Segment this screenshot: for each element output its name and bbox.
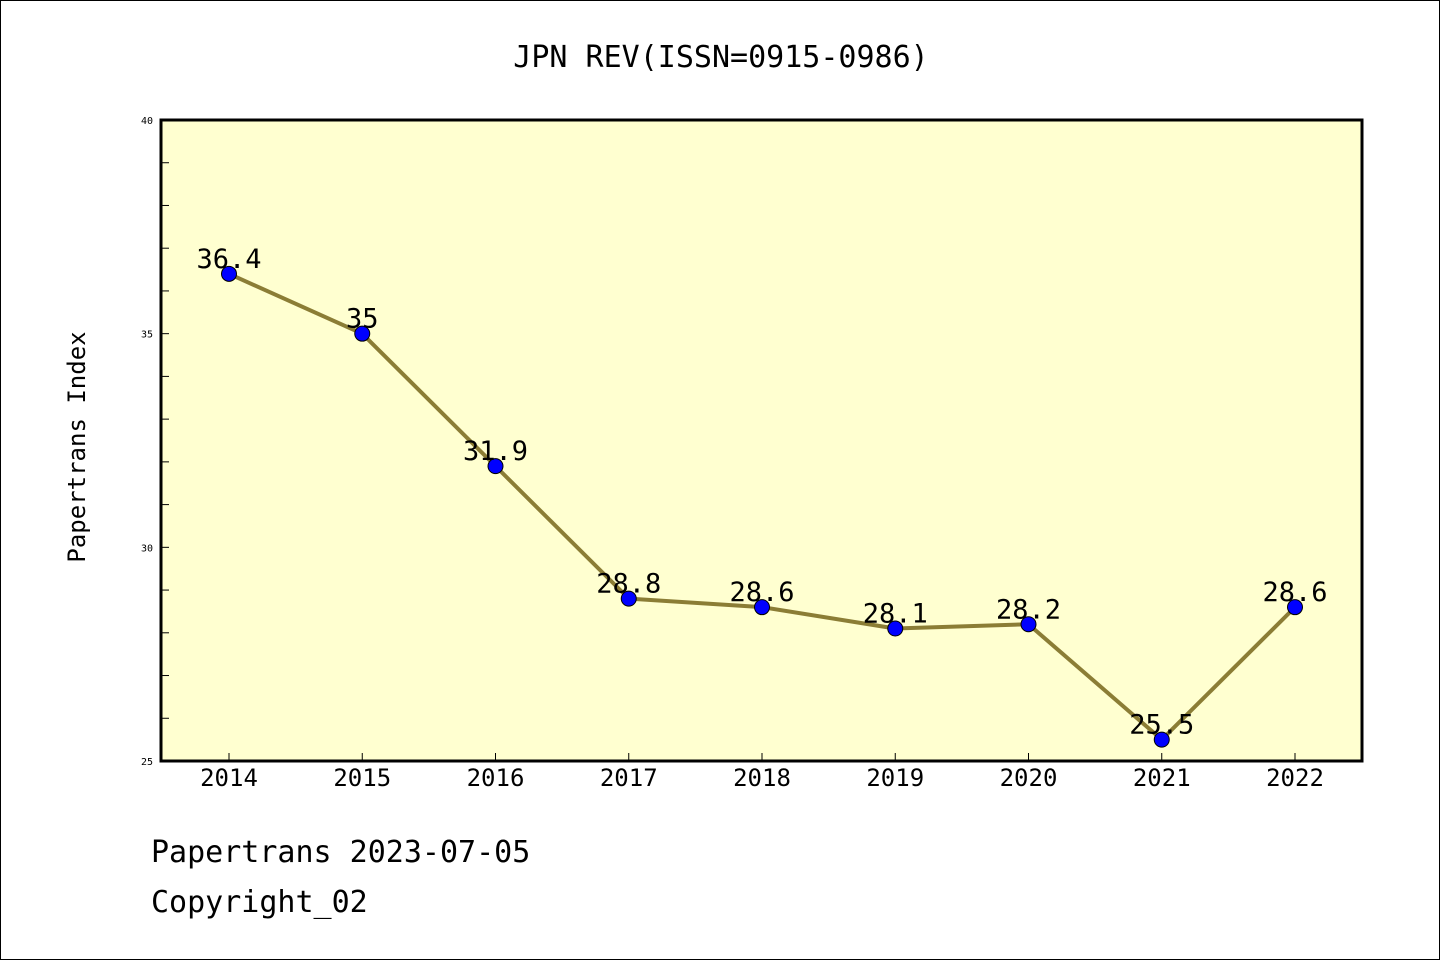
data-label: 36.4 [196, 244, 261, 275]
y-tick-labels: 25 30 35 40 [141, 116, 153, 768]
footer-date: Papertrans 2023-07-05 [151, 835, 531, 870]
data-label: 28.8 [596, 569, 661, 600]
y-axis-label: Papertrans Index [63, 331, 91, 562]
data-point [221, 265, 237, 282]
data-point [1287, 599, 1303, 616]
data-point [887, 620, 904, 637]
y-tick-label: 25 [141, 757, 153, 768]
data-label: 28.2 [996, 594, 1061, 625]
y-tick-label: 30 [141, 543, 153, 554]
x-tick-label: 2021 [1133, 764, 1191, 792]
x-tick-label: 2014 [200, 764, 258, 792]
data-label: 28.6 [729, 577, 794, 608]
data-label: 25.5 [1129, 710, 1194, 741]
data-point [754, 599, 770, 616]
x-tick-label: 2022 [1266, 764, 1324, 792]
x-tick-labels: 2014 2015 2016 2017 2018 2019 2020 2021 2022 [200, 753, 1324, 792]
data-label: 28.1 [863, 599, 928, 630]
x-tick-label: 2019 [866, 764, 924, 792]
data-label: 28.6 [1262, 577, 1327, 608]
x-tick-label: 2020 [1000, 764, 1058, 792]
data-point [354, 325, 371, 342]
data-label: 31.9 [463, 436, 528, 467]
data-point [1020, 616, 1037, 633]
plot-area [159, 118, 1364, 763]
x-tick-label: 2016 [467, 764, 525, 792]
y-minor-ticks [161, 119, 169, 762]
x-tick-label: 2015 [333, 764, 391, 792]
data-point [620, 590, 637, 607]
data-point [487, 458, 504, 475]
y-tick-label: 35 [141, 330, 153, 341]
x-tick-label: 2017 [600, 764, 658, 792]
data-label: 35 [346, 304, 379, 335]
chart-title: JPN REV(ISSN=0915-0986) [513, 40, 928, 75]
data-point [1153, 731, 1170, 748]
y-tick-label: 40 [141, 116, 153, 127]
data-labels: 36.4 35 31.9 28.8 28.6 28.1 28.2 25.5 28.6 [196, 244, 1327, 741]
data-points [221, 265, 1303, 748]
footer-copyright: Copyright_02 [151, 885, 368, 920]
x-tick-label: 2018 [733, 764, 791, 792]
